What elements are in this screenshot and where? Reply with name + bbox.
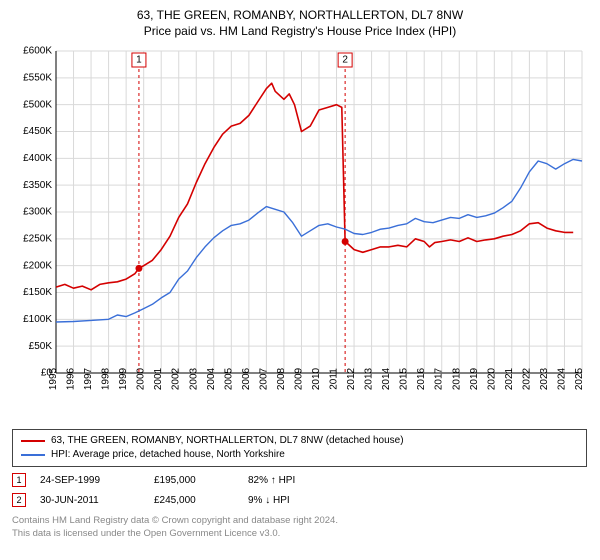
svg-text:2013: 2013: [364, 368, 375, 391]
title-line-2: Price paid vs. HM Land Registry's House …: [12, 24, 588, 40]
svg-text:2024: 2024: [556, 368, 567, 391]
chart-plot-area: £0£50K£100K£150K£200K£250K£300K£350K£400…: [12, 43, 588, 423]
svg-text:£50K: £50K: [29, 341, 53, 352]
svg-text:£200K: £200K: [23, 260, 52, 271]
svg-text:2: 2: [342, 55, 348, 66]
svg-text:2016: 2016: [416, 368, 427, 391]
svg-text:2005: 2005: [223, 368, 234, 391]
sale-date: 30-JUN-2011: [40, 495, 140, 506]
svg-text:1998: 1998: [101, 368, 112, 391]
legend-item: HPI: Average price, detached house, Nort…: [21, 448, 578, 462]
title-line-1: 63, THE GREEN, ROMANBY, NORTHALLERTON, D…: [12, 8, 588, 24]
chart-svg: £0£50K£100K£150K£200K£250K£300K£350K£400…: [12, 43, 588, 423]
chart-title: 63, THE GREEN, ROMANBY, NORTHALLERTON, D…: [12, 8, 588, 39]
svg-text:2023: 2023: [539, 368, 550, 391]
sale-marker-icon: 1: [12, 473, 26, 487]
svg-text:2002: 2002: [171, 368, 182, 391]
chart-container: 63, THE GREEN, ROMANBY, NORTHALLERTON, D…: [0, 0, 600, 560]
sale-date: 24-SEP-1999: [40, 475, 140, 486]
footer-attribution: Contains HM Land Registry data © Crown c…: [12, 515, 588, 540]
svg-text:2020: 2020: [486, 368, 497, 391]
legend-item: 63, THE GREEN, ROMANBY, NORTHALLERTON, D…: [21, 434, 578, 448]
svg-text:£100K: £100K: [23, 314, 52, 325]
footer-line-1: Contains HM Land Registry data © Crown c…: [12, 515, 588, 527]
svg-text:2014: 2014: [381, 368, 392, 391]
svg-text:2003: 2003: [188, 368, 199, 391]
sale-row: 2 30-JUN-2011 £245,000 9% ↓ HPI: [12, 493, 588, 507]
sale-marker-icon: 2: [12, 493, 26, 507]
svg-text:£500K: £500K: [23, 99, 52, 110]
svg-text:2010: 2010: [311, 368, 322, 391]
svg-text:1997: 1997: [83, 368, 94, 391]
sale-delta: 82% ↑ HPI: [248, 475, 328, 486]
legend: 63, THE GREEN, ROMANBY, NORTHALLERTON, D…: [12, 429, 587, 467]
sale-delta: 9% ↓ HPI: [248, 495, 328, 506]
legend-swatch: [21, 454, 45, 456]
svg-text:2017: 2017: [434, 368, 445, 391]
svg-text:2008: 2008: [276, 368, 287, 391]
svg-text:1999: 1999: [118, 368, 129, 391]
svg-text:2021: 2021: [504, 368, 515, 391]
svg-text:£250K: £250K: [23, 234, 52, 245]
sale-price: £245,000: [154, 495, 234, 506]
svg-text:£400K: £400K: [23, 153, 52, 164]
footer-line-2: This data is licensed under the Open Gov…: [12, 528, 588, 540]
svg-text:£550K: £550K: [23, 73, 52, 84]
svg-text:2001: 2001: [153, 368, 164, 391]
svg-text:£450K: £450K: [23, 126, 52, 137]
svg-text:2022: 2022: [521, 368, 532, 391]
svg-text:1996: 1996: [66, 368, 77, 391]
svg-text:2025: 2025: [574, 368, 585, 391]
svg-text:2015: 2015: [399, 368, 410, 391]
svg-text:2009: 2009: [293, 368, 304, 391]
svg-text:2004: 2004: [206, 368, 217, 391]
svg-text:2012: 2012: [346, 368, 357, 391]
svg-text:2006: 2006: [241, 368, 252, 391]
legend-label: HPI: Average price, detached house, Nort…: [51, 448, 285, 462]
legend-swatch: [21, 440, 45, 442]
svg-text:£600K: £600K: [23, 46, 52, 57]
svg-text:1: 1: [136, 55, 142, 66]
svg-text:£150K: £150K: [23, 287, 52, 298]
svg-text:2007: 2007: [258, 368, 269, 391]
svg-text:£300K: £300K: [23, 207, 52, 218]
svg-text:2018: 2018: [451, 368, 462, 391]
svg-text:2011: 2011: [329, 368, 340, 390]
legend-label: 63, THE GREEN, ROMANBY, NORTHALLERTON, D…: [51, 434, 404, 448]
svg-text:2019: 2019: [469, 368, 480, 391]
svg-text:2000: 2000: [136, 368, 147, 391]
sale-price: £195,000: [154, 475, 234, 486]
sale-events: 1 24-SEP-1999 £195,000 82% ↑ HPI 2 30-JUN-201…: [12, 473, 588, 507]
svg-text:£350K: £350K: [23, 180, 52, 191]
sale-row: 1 24-SEP-1999 £195,000 82% ↑ HPI: [12, 473, 588, 487]
svg-text:1995: 1995: [48, 368, 59, 391]
